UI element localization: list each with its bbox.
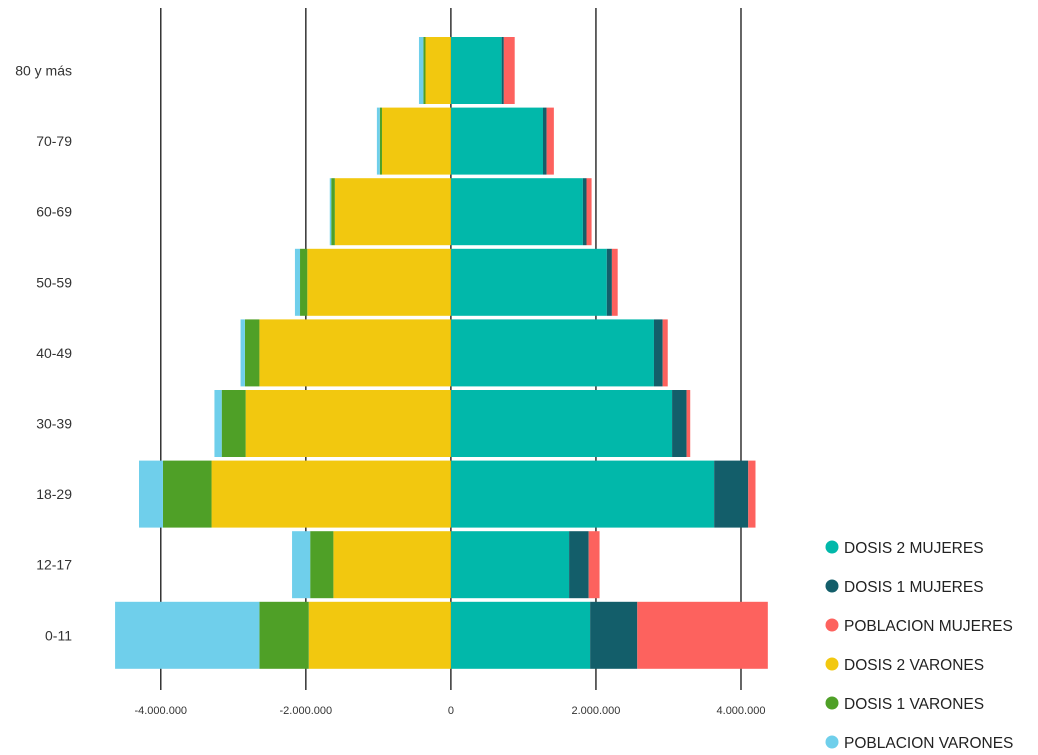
bar-dosis-2-varones-30-39 <box>245 390 451 457</box>
bar-dosis-1-mujeres-80-y-m-s <box>501 37 504 104</box>
bar-dosis-2-varones-18-29 <box>211 460 451 528</box>
category-label: 80 y más <box>15 63 72 79</box>
bar-dosis-2-mujeres-60-69 <box>450 178 583 246</box>
bar-dosis-1-varones-50-59 <box>300 248 308 316</box>
x-tick-label: -2.000.000 <box>280 705 333 717</box>
bar-dosis-2-mujeres-18-29 <box>450 460 715 528</box>
bar-poblacion-mujeres-80-y-m-s <box>503 37 515 104</box>
bars <box>115 37 768 669</box>
category-label: 50-59 <box>36 274 72 290</box>
category-label: 40-49 <box>36 345 72 361</box>
bar-poblacion-mujeres-30-39 <box>686 390 691 457</box>
bar-poblacion-varones-12-17 <box>292 531 311 599</box>
bar-poblacion-mujeres-40-49 <box>662 319 668 387</box>
legend-label-poblacion-mujeres: POBLACION MUJERES <box>844 618 1013 635</box>
bar-dosis-1-mujeres-18-29 <box>714 460 749 528</box>
bar-poblacion-mujeres-18-29 <box>748 460 756 528</box>
legend-label-dosis-1-varones: DOSIS 1 VARONES <box>844 696 984 713</box>
bar-dosis-2-varones-40-49 <box>259 319 451 387</box>
bar-poblacion-varones-70-79 <box>376 107 380 175</box>
legend-swatch-poblacion-mujeres <box>825 618 839 632</box>
bar-dosis-2-mujeres-40-49 <box>450 319 654 387</box>
bar-dosis-2-mujeres-70-79 <box>450 107 543 175</box>
bar-dosis-2-mujeres-80-y-m-s <box>450 37 502 104</box>
bar-poblacion-varones-60-69 <box>329 178 332 246</box>
bar-dosis-1-mujeres-12-17 <box>569 531 589 599</box>
bar-dosis-1-mujeres-30-39 <box>672 390 687 457</box>
bar-poblacion-varones-40-49 <box>240 319 245 387</box>
x-tick-label: 4.000.000 <box>717 705 766 717</box>
bar-dosis-2-varones-12-17 <box>333 531 451 599</box>
bar-dosis-1-varones-40-49 <box>244 319 260 387</box>
x-tick-label: -4.000.000 <box>134 705 187 717</box>
bar-dosis-2-varones-80-y-m-s <box>425 37 451 104</box>
bar-dosis-1-mujeres-50-59 <box>606 248 612 316</box>
bar-poblacion-mujeres-50-59 <box>611 248 618 316</box>
legend-label-dosis-2-mujeres: DOSIS 2 MUJERES <box>844 540 984 557</box>
legend-label-poblacion-varones: POBLACION VARONES <box>844 735 1013 752</box>
legend-swatch-dosis-2-varones <box>825 657 839 671</box>
bar-dosis-1-varones-70-79 <box>379 107 382 175</box>
bar-poblacion-varones-30-39 <box>214 390 222 457</box>
category-label: 60-69 <box>36 204 72 220</box>
bar-dosis-1-mujeres-60-69 <box>582 178 587 246</box>
bar-dosis-1-varones-18-29 <box>162 460 212 528</box>
x-tick-label: 2.000.000 <box>571 705 620 717</box>
bar-dosis-1-varones-30-39 <box>221 390 246 457</box>
category-label: 12-17 <box>36 557 72 573</box>
bar-dosis-1-varones-0-11 <box>259 601 309 669</box>
category-label: 18-29 <box>36 486 72 502</box>
bar-dosis-2-varones-0-11 <box>308 601 451 669</box>
bar-dosis-2-mujeres-0-11 <box>450 601 591 669</box>
legend-swatch-dosis-1-varones <box>825 696 839 710</box>
bar-poblacion-varones-0-11 <box>115 601 260 669</box>
bar-poblacion-varones-80-y-m-s <box>418 37 424 104</box>
bar-poblacion-mujeres-12-17 <box>588 531 600 599</box>
category-labels: 80 y más 70-79 60-69 50-59 40-49 30-39 18-29 12… <box>15 63 72 644</box>
bar-dosis-2-varones-50-59 <box>307 248 451 316</box>
bar-dosis-1-mujeres-40-49 <box>653 319 663 387</box>
legend: DOSIS 2 MUJERES DOSIS 1 MUJERES POBLACION … <box>825 540 1013 752</box>
bar-dosis-2-mujeres-12-17 <box>450 531 570 599</box>
bar-dosis-2-varones-60-69 <box>334 178 451 246</box>
bar-dosis-1-varones-60-69 <box>331 178 335 246</box>
category-label: 30-39 <box>36 416 72 432</box>
legend-swatch-dosis-2-mujeres <box>825 540 839 554</box>
bar-dosis-1-varones-80-y-m-s <box>423 37 426 104</box>
legend-label-dosis-2-varones: DOSIS 2 VARONES <box>844 657 984 674</box>
bar-poblacion-mujeres-0-11 <box>637 601 768 669</box>
legend-swatch-poblacion-varones <box>825 735 839 749</box>
legend-label-dosis-1-mujeres: DOSIS 1 MUJERES <box>844 579 984 596</box>
category-label: 0-11 <box>45 627 72 643</box>
bar-poblacion-mujeres-60-69 <box>586 178 592 246</box>
bar-dosis-2-mujeres-30-39 <box>450 390 673 457</box>
bar-dosis-1-mujeres-70-79 <box>542 107 547 175</box>
category-label: 70-79 <box>36 133 72 149</box>
bar-dosis-1-mujeres-0-11 <box>590 601 638 669</box>
bar-dosis-2-varones-70-79 <box>381 107 451 175</box>
x-tick-label: 0 <box>448 705 454 717</box>
bar-dosis-1-varones-12-17 <box>310 531 334 599</box>
x-tick-labels: -4.000.000 -2.000.000 0 2.000.000 4.000.000 <box>134 705 765 717</box>
bar-dosis-2-mujeres-50-59 <box>450 248 607 316</box>
bar-poblacion-varones-18-29 <box>139 460 163 528</box>
bar-poblacion-varones-50-59 <box>294 248 301 316</box>
bar-poblacion-mujeres-70-79 <box>546 107 554 175</box>
legend-swatch-dosis-1-mujeres <box>825 579 839 593</box>
